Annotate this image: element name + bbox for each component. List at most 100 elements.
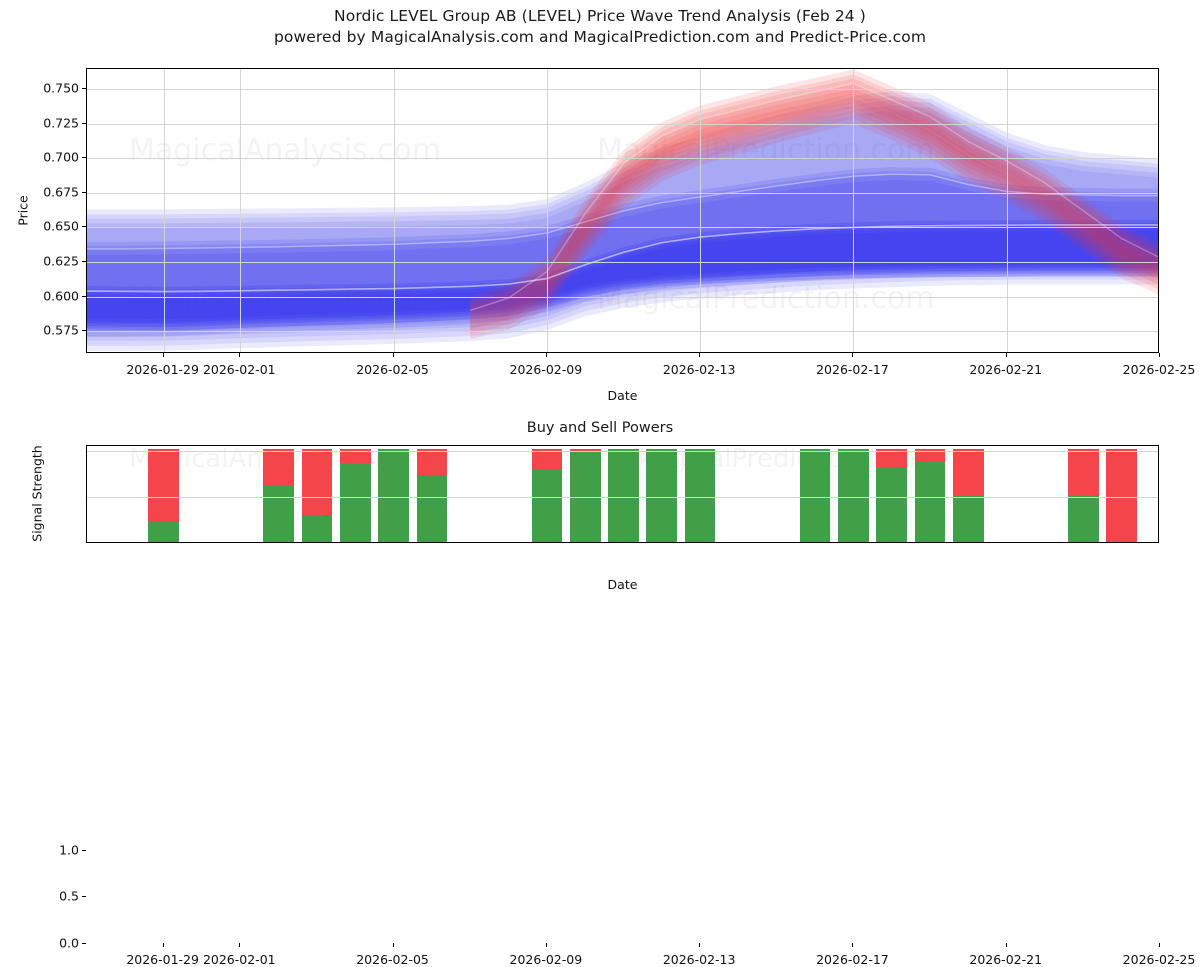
price-x-tick-label: 2026-02-25 <box>1122 362 1196 377</box>
signal-y-tick-label: 1.0 <box>59 842 79 858</box>
bar-stack[interactable] <box>914 448 946 542</box>
bar-segment-buy <box>914 461 946 542</box>
bar-segment-buy <box>416 475 448 542</box>
wave-band-blue-mid <box>87 167 1158 324</box>
price-y-tick-mark <box>82 122 86 124</box>
bar-stack[interactable] <box>608 448 639 542</box>
bar-stack[interactable] <box>263 448 294 542</box>
signal-x-tick-mark <box>852 943 854 947</box>
signal-y-tick-mark <box>82 943 86 944</box>
bar-stack[interactable] <box>569 448 601 542</box>
wave-band-blue-core <box>87 224 1158 325</box>
bar-stack[interactable] <box>646 448 678 542</box>
wave-band-blue-outer <box>87 91 1158 332</box>
bar-stack[interactable] <box>301 448 333 542</box>
signal-y-tick-label: 0.0 <box>59 935 79 951</box>
wave-band-red <box>470 98 1158 340</box>
price-y-tick-mark <box>82 226 86 228</box>
page-title: Nordic LEVEL Group AB (LEVEL) Price Wave… <box>0 6 1200 48</box>
bar-segment-buy <box>799 448 831 542</box>
price-y-tick-mark <box>82 330 86 332</box>
bar-segment-sell <box>569 448 601 452</box>
bar-segment-buy <box>569 451 601 542</box>
bar-segment-buy <box>263 485 294 542</box>
bar-segment-buy <box>339 462 371 542</box>
price-y-tick-label: 0.575 <box>43 322 79 338</box>
price-gridline-v <box>163 69 165 352</box>
price-x-tick-label: 2026-02-09 <box>509 362 583 377</box>
bar-segment-buy <box>531 469 563 542</box>
price-y-tick-label: 0.625 <box>43 253 79 269</box>
bar-stack[interactable] <box>416 448 448 542</box>
bar-stack[interactable] <box>148 448 179 542</box>
price-x-tick-label: 2026-02-21 <box>969 362 1043 377</box>
bar-segment-sell <box>1106 448 1137 542</box>
bar-segment-buy <box>301 515 333 542</box>
price-y-axis-title: Price <box>15 195 31 226</box>
price-x-tick-label: 2026-02-01 <box>202 362 276 377</box>
bar-segment-buy <box>838 448 869 542</box>
bar-segment-sell <box>531 448 563 470</box>
bar-stack[interactable] <box>531 448 563 542</box>
wave-band-blue-outer <box>87 110 1158 351</box>
wave-band-red <box>470 83 1158 325</box>
price-y-tick-mark <box>82 157 86 159</box>
price-gridline-h <box>87 123 1158 125</box>
wave-band-blue-outer <box>87 105 1158 346</box>
bar-segment-buy <box>953 496 984 542</box>
price-y-tick-label: 0.600 <box>43 288 79 304</box>
bar-stack[interactable] <box>684 448 716 542</box>
signal-y-axis-title: Signal Strength <box>29 445 45 542</box>
signal-x-tick-label: 2026-02-25 <box>1122 952 1196 967</box>
bar-stack[interactable] <box>339 448 371 542</box>
bar-segment-buy <box>378 448 409 542</box>
price-y-tick-label: 0.750 <box>43 80 79 96</box>
buy-sell-title: Buy and Sell Powers <box>526 420 674 436</box>
wave-edge-highlight <box>469 82 1158 312</box>
price-gridline-h <box>87 89 1158 91</box>
price-wave-panel: MagicalAnalysis.com MagicalPrediction.co… <box>0 0 1200 403</box>
bar-stack[interactable] <box>876 448 908 542</box>
price-gridline-v <box>393 69 395 352</box>
bar-stack[interactable] <box>799 448 831 542</box>
price-y-tick-mark <box>82 295 86 297</box>
signal-x-tick-mark <box>162 943 164 947</box>
price-x-tick-mark <box>545 353 547 357</box>
bar-segment-sell <box>263 448 294 486</box>
signal-x-tick-label: 2026-02-09 <box>509 952 583 967</box>
bar-stack[interactable] <box>1068 448 1099 542</box>
signal-x-tick-label: 2026-02-17 <box>816 952 889 967</box>
wave-band-blue-outer <box>87 96 1158 337</box>
price-x-tick-mark <box>1159 353 1160 357</box>
price-y-tick-mark <box>82 191 86 193</box>
signal-gridline-h <box>87 450 1158 452</box>
price-gridline-h <box>87 331 1158 333</box>
wave-edge-highlight <box>87 224 1158 293</box>
price-gridline-h <box>87 261 1158 263</box>
price-x-tick-mark <box>699 353 701 357</box>
price-gridline-v <box>700 69 702 352</box>
bar-segment-sell <box>953 448 984 497</box>
price-gridline-v <box>546 69 548 352</box>
bar-stack[interactable] <box>953 448 984 542</box>
price-y-tick-mark <box>82 260 86 262</box>
signal-y-tick-label: 0.5 <box>59 888 79 904</box>
title-line-2: powered by MagicalAnalysis.com and Magic… <box>273 28 927 46</box>
price-x-tick-mark <box>1005 353 1007 357</box>
signal-x-tick-label: 2026-02-13 <box>662 952 736 967</box>
bar-segment-buy <box>684 448 716 542</box>
buy-sell-panel: Buy and Sell Powers MagicalAnalysis.com … <box>0 400 1200 967</box>
signal-x-tick-label: 2026-02-01 <box>202 952 276 967</box>
price-y-tick-label: 0.675 <box>43 184 79 200</box>
bar-stack[interactable] <box>378 448 409 542</box>
signal-x-tick-mark <box>545 943 547 947</box>
wave-edge-highlight <box>87 173 1158 250</box>
price-y-tick-label: 0.700 <box>43 149 79 165</box>
bar-stack[interactable] <box>838 448 869 542</box>
wave-band-blue-outer <box>87 100 1158 341</box>
bar-stack[interactable] <box>1106 448 1137 542</box>
price-x-tick-label: 2026-02-05 <box>356 362 429 377</box>
price-gridline-h <box>87 296 1158 298</box>
price-x-tick-label: 2026-02-13 <box>662 362 736 377</box>
